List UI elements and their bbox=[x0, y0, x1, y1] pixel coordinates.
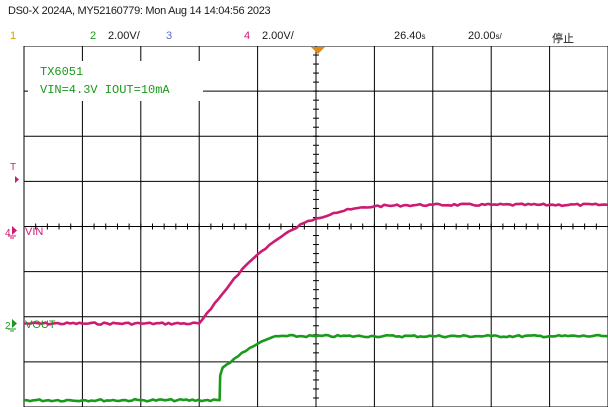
trigger-level-label: T bbox=[10, 162, 16, 173]
channel-4-indicator[interactable]: 4 bbox=[244, 30, 250, 42]
ch4-label: VIN bbox=[25, 226, 43, 238]
time-offset[interactable]: 26.40s bbox=[394, 30, 426, 42]
channel-3-indicator[interactable]: 3 bbox=[166, 30, 172, 42]
ch2-marker-index: 2 bbox=[5, 321, 11, 332]
ch4-marker-index: 4 bbox=[5, 228, 11, 239]
trigger-level-arrow-icon[interactable] bbox=[15, 176, 19, 183]
ch2-label: VOUT bbox=[25, 319, 56, 331]
annotation-line-1: TX6051 bbox=[40, 65, 83, 79]
channel-2-indicator[interactable]: 2 bbox=[90, 30, 96, 42]
timebase[interactable]: 20.00s/ bbox=[468, 30, 502, 42]
scope-title: DS0-X 2024A, MY52160779: Mon Aug 14 14:0… bbox=[8, 5, 270, 17]
channel-2-scale[interactable]: 2.00V/ bbox=[108, 30, 140, 42]
channel-1-indicator[interactable]: 1 bbox=[10, 30, 16, 42]
run-state[interactable]: 停止 bbox=[552, 30, 574, 46]
ch2-ground-arrow-icon[interactable] bbox=[12, 319, 17, 328]
ch4-ground-arrow-icon[interactable] bbox=[12, 226, 17, 235]
channel-4-scale[interactable]: 2.00V/ bbox=[262, 30, 294, 42]
waveform-display[interactable]: T TX6051 VIN=4.3V IOUT=10mA 4 VIN 2 VOUT bbox=[0, 46, 608, 407]
trigger-position-marker[interactable] bbox=[311, 47, 325, 54]
channel-status-bar: 1 2 2.00V/ 3 4 2.00V/ 26.40s 20.00s/ 停止 bbox=[0, 28, 608, 46]
annotation-line-2: VIN=4.3V IOUT=10mA bbox=[40, 83, 170, 97]
